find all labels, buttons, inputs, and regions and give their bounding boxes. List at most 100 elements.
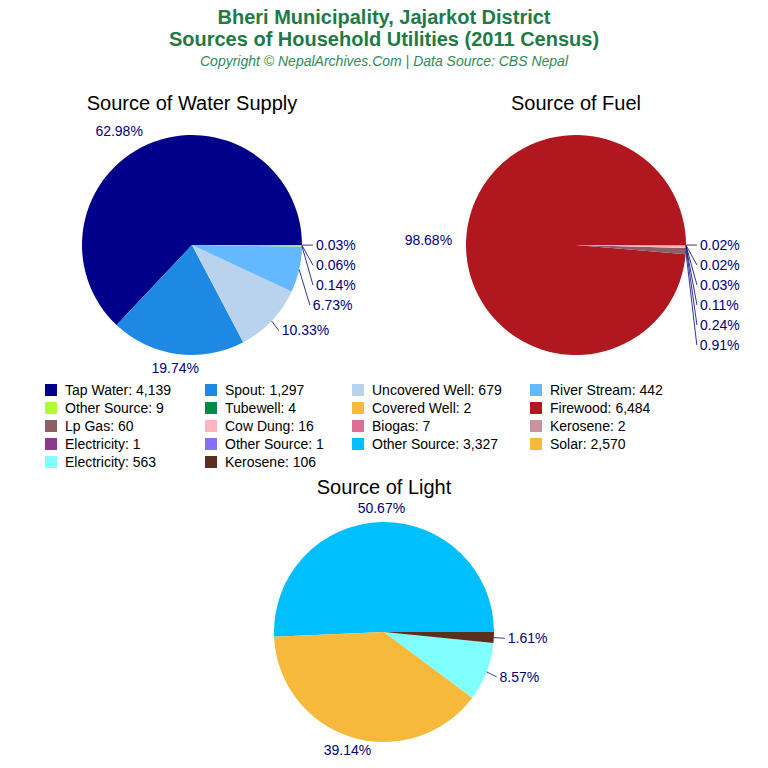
- legend-separator: :: [125, 436, 133, 452]
- legend-item: Other Source: 1: [205, 436, 324, 452]
- legend-separator: :: [415, 418, 423, 434]
- legend-count: 4,139: [136, 382, 171, 398]
- data-label: 0.14%: [316, 277, 356, 293]
- legend-count: 60: [118, 418, 134, 434]
- legend-item: Other Source: 9: [45, 400, 164, 416]
- legend-item: River Stream: 442: [530, 382, 663, 398]
- legend-separator: :: [610, 418, 618, 434]
- data-labels: 50.67%39.14%8.57%1.61%: [324, 500, 548, 758]
- legend-count: 4: [288, 400, 296, 416]
- data-label: 39.14%: [324, 742, 371, 758]
- legend-category: Biogas: [372, 418, 415, 434]
- legend-label: Other Source: 9: [65, 400, 164, 416]
- legend-separator: :: [281, 400, 289, 416]
- legend-label: Firewood: 6,484: [550, 400, 651, 416]
- data-label: 0.02%: [700, 257, 740, 273]
- legend-label: Kerosene: 106: [225, 454, 316, 470]
- leader-line: [686, 245, 697, 246]
- legend-category: Other Source: [372, 436, 455, 452]
- legend-swatch: [352, 438, 364, 450]
- legend-label: Electricity: 563: [65, 454, 156, 470]
- data-label: 0.91%: [700, 337, 740, 353]
- data-label: 6.73%: [313, 297, 353, 313]
- legend-category: Spout: [225, 382, 262, 398]
- legend-count: 16: [298, 418, 314, 434]
- legend-separator: :: [128, 382, 136, 398]
- leader-line: [686, 247, 697, 325]
- pie-slice: [576, 245, 686, 246]
- legend-separator: :: [262, 382, 270, 398]
- legend-label: Tubewell: 4: [225, 400, 296, 416]
- pie-title: Source of Water Supply: [87, 92, 297, 114]
- legend-count: 442: [639, 382, 663, 398]
- legend-label: Spout: 1,297: [225, 382, 305, 398]
- legend-label: Biogas: 7: [372, 418, 431, 434]
- legend-swatch: [205, 384, 217, 396]
- legend-separator: :: [125, 454, 133, 470]
- pie-slice: [576, 245, 686, 246]
- title: Bheri Municipality, Jajarkot District: [217, 6, 550, 28]
- legend-separator: :: [110, 418, 118, 434]
- legend-category: Other Source: [225, 436, 308, 452]
- legend-separator: :: [455, 436, 463, 452]
- data-label: 1.61%: [508, 630, 548, 646]
- chart-root: Bheri Municipality, Jajarkot District Sou…: [0, 0, 768, 768]
- data-label: 0.24%: [700, 317, 740, 333]
- legend-item: Other Source: 3,327: [352, 436, 498, 452]
- legend-separator: :: [308, 436, 316, 452]
- leader-line: [686, 246, 697, 305]
- pie: 62.98%19.74%10.33%6.73%0.14%0.06%0.03%: [82, 123, 356, 376]
- legend-swatch: [530, 420, 542, 432]
- pie: 50.67%39.14%8.57%1.61%: [274, 500, 548, 758]
- data-labels: 62.98%19.74%10.33%6.73%0.14%0.06%0.03%: [95, 123, 355, 376]
- legend-category: Other Source: [65, 400, 148, 416]
- legend-swatch: [530, 402, 542, 414]
- legend-separator: :: [608, 400, 616, 416]
- subtitle: Copyright © NepalArchives.Com | Data Sou…: [200, 53, 569, 69]
- legend-separator: :: [456, 400, 464, 416]
- legend-count: 3,327: [463, 436, 498, 452]
- legend-swatch: [205, 438, 217, 450]
- data-label: 50.67%: [358, 500, 405, 516]
- data-label: 0.03%: [700, 277, 740, 293]
- legend-swatch: [45, 402, 57, 414]
- legend-category: River Stream: [550, 382, 632, 398]
- data-label: 0.02%: [700, 237, 740, 253]
- legend-count: 106: [293, 454, 317, 470]
- pie-slice: [192, 245, 302, 247]
- legend-category: Kerosene: [550, 418, 610, 434]
- leader-line: [302, 245, 313, 265]
- legend-label: Electricity: 1: [65, 436, 141, 452]
- legend-swatch: [352, 420, 364, 432]
- pie-slice: [384, 632, 493, 698]
- legend-label: Covered Well: 2: [372, 400, 472, 416]
- legend-item: Lp Gas: 60: [45, 418, 134, 434]
- pie-slice: [466, 135, 686, 355]
- legend-separator: :: [285, 454, 293, 470]
- chart-svg: Bheri Municipality, Jajarkot District Sou…: [0, 0, 768, 768]
- legend: Tap Water: 4,139Spout: 1,297Uncovered We…: [45, 382, 663, 470]
- legend-swatch: [205, 420, 217, 432]
- legend-count: 1: [133, 436, 141, 452]
- legend-category: Covered Well: [372, 400, 456, 416]
- legend-label: Lp Gas: 60: [65, 418, 134, 434]
- legend-label: River Stream: 442: [550, 382, 663, 398]
- legend-category: Electricity: [65, 454, 125, 470]
- legend-separator: :: [290, 418, 298, 434]
- legend-count: 2: [464, 400, 472, 416]
- data-label: 19.74%: [152, 360, 199, 376]
- leader-line: [686, 245, 697, 265]
- pie-slice: [192, 245, 302, 247]
- pie-title: Source of Fuel: [511, 92, 641, 114]
- slices: [274, 522, 494, 742]
- legend-item: Solar: 2,570: [530, 436, 626, 452]
- legend-item: Cow Dung: 16: [205, 418, 314, 434]
- legend-count: 9: [156, 400, 164, 416]
- pie-slice: [192, 245, 302, 292]
- data-label: 0.11%: [700, 297, 739, 313]
- legend-category: Lp Gas: [65, 418, 110, 434]
- leader-line: [487, 672, 497, 677]
- legend-item: Electricity: 1: [45, 436, 141, 452]
- legend-swatch: [45, 384, 57, 396]
- slices: [466, 135, 686, 355]
